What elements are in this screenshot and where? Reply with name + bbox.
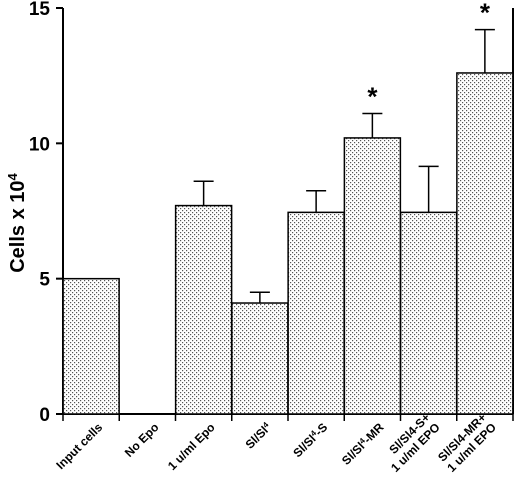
category-label-text: No Epo [122,420,162,460]
category-label-text: Input cells [53,420,105,472]
category-label: Sl/Sl4-MR [339,420,387,468]
significance-marker: * [367,82,378,112]
category-label-text: 1 u/ml Epo [165,420,218,473]
y-axis-label: Cells x 104 [5,172,30,272]
category-label-text: Sl/Sl4-MR [339,420,387,468]
bar [343,137,402,415]
category-label: Sl/Sl4-S+1 u/ml EPO [386,410,442,475]
category-label: Sl/Sl4-MR+1 u/ml EPO [435,410,499,475]
category-labels: Input cells No Epo 1 u/ml Epo Sl/Sl4 Sl/Sl4-… [53,410,499,475]
y-tick-label: 5 [39,270,50,291]
bar [456,72,514,415]
category-label-text: Sl/Sl4 [242,419,274,451]
category-label: No Epo [122,420,162,460]
category-label: Sl/Sl4-S [290,420,330,460]
bar [62,277,120,415]
bar [231,302,289,415]
bar [174,204,233,415]
y-tick-label: 10 [29,134,50,155]
category-label: Input cells [53,420,105,472]
category-label: Sl/Sl4 [242,419,274,451]
bar [287,211,345,415]
bar [399,211,458,415]
y-tick-label: 15 [29,0,51,20]
bars: ** [62,0,514,415]
category-label-text: Sl/Sl4-S [290,420,330,460]
category-label: 1 u/ml Epo [165,420,218,473]
significance-marker: * [480,0,491,28]
y-tick-label: 0 [39,405,50,426]
